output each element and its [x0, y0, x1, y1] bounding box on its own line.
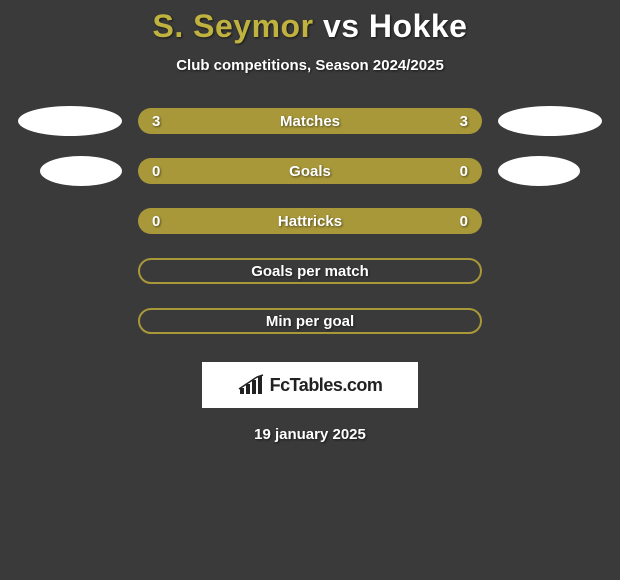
stat-row: 3Matches3: [18, 106, 602, 136]
stat-label: Goals per match: [154, 263, 466, 280]
logo-text: FcTables.com: [270, 375, 383, 396]
page-title: S. Seymor vs Hokke: [153, 8, 468, 45]
stats-list: 3Matches30Goals00Hattricks0Goals per mat…: [18, 106, 602, 356]
stat-label: Matches: [152, 113, 468, 130]
stat-label: Min per goal: [154, 313, 466, 330]
player1-badge: [40, 156, 122, 186]
fctables-logo[interactable]: FcTables.com: [202, 362, 418, 408]
subtitle: Club competitions, Season 2024/2025: [176, 57, 444, 74]
stat-bar: 0Goals0: [138, 158, 482, 184]
stat-bar: 0Hattricks0: [138, 208, 482, 234]
spacer: [18, 256, 122, 286]
stat-bar: 3Matches3: [138, 108, 482, 134]
stat-bar: Goals per match: [138, 258, 482, 284]
vs-text: vs: [323, 8, 360, 44]
stat-right-value: 0: [460, 163, 468, 180]
stat-left-value: 0: [152, 213, 160, 230]
date-label: 19 january 2025: [254, 426, 366, 443]
spacer: [498, 256, 602, 286]
comparison-widget: S. Seymor vs Hokke Club competitions, Se…: [0, 0, 620, 443]
player2-badge: [498, 106, 602, 136]
stat-label: Hattricks: [152, 213, 468, 230]
spacer: [18, 206, 122, 236]
stat-row: Min per goal: [18, 306, 602, 336]
stat-right-value: 3: [460, 113, 468, 130]
player2-badge: [498, 156, 580, 186]
player1-name: S. Seymor: [153, 8, 314, 44]
bar-chart-icon: [238, 374, 264, 396]
stat-row: 0Hattricks0: [18, 206, 602, 236]
spacer: [498, 306, 602, 336]
stat-right-value: 0: [460, 213, 468, 230]
stat-row: 0Goals0: [18, 156, 602, 186]
spacer: [498, 206, 602, 236]
stat-left-value: 0: [152, 163, 160, 180]
stat-bar: Min per goal: [138, 308, 482, 334]
stat-left-value: 3: [152, 113, 160, 130]
player1-badge: [18, 106, 122, 136]
spacer: [18, 306, 122, 336]
player2-name: Hokke: [369, 8, 468, 44]
stat-row: Goals per match: [18, 256, 602, 286]
stat-label: Goals: [152, 163, 468, 180]
